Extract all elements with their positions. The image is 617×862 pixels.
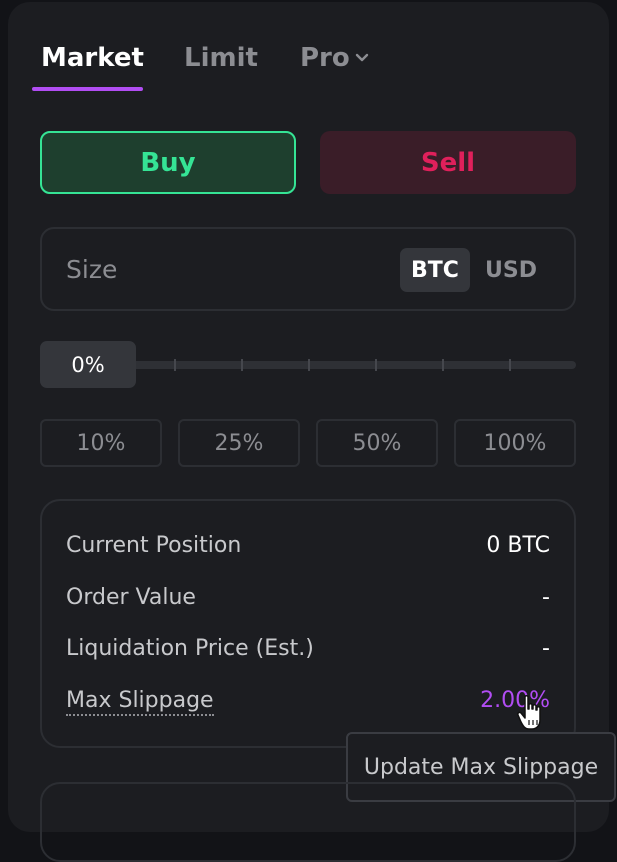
size-placeholder: Size (66, 255, 118, 284)
order-value-label: Order Value (66, 585, 196, 610)
hand-pointer-icon (517, 694, 541, 730)
size-slider-thumb[interactable]: 0% (40, 341, 136, 388)
buy-button[interactable]: Buy (40, 131, 296, 194)
percent-50-button[interactable]: 50% (316, 419, 438, 467)
sell-button[interactable]: Sell (320, 131, 576, 194)
liquidation-price-value: - (542, 636, 550, 661)
current-position-value: 0 BTC (486, 533, 550, 558)
slider-tick (241, 359, 243, 371)
tab-market[interactable]: Market (41, 43, 144, 73)
active-tab-indicator (32, 87, 143, 91)
tab-limit[interactable]: Limit (184, 43, 258, 73)
max-slippage-label-text[interactable]: Max Slippage (66, 688, 214, 716)
order-value-value: - (542, 585, 550, 610)
unit-usd-toggle[interactable]: USD (485, 257, 537, 283)
max-slippage-label[interactable]: Max Slippage (66, 688, 214, 716)
unit-btc-toggle[interactable]: BTC (400, 248, 470, 292)
order-info-box (40, 499, 576, 748)
slider-tick (442, 359, 444, 371)
slider-tick (308, 359, 310, 371)
slider-tick (375, 359, 377, 371)
slider-tick (174, 359, 176, 371)
size-slider-track[interactable] (120, 361, 576, 369)
chevron-down-icon[interactable] (355, 53, 369, 63)
percent-10-button[interactable]: 10% (40, 419, 162, 467)
current-position-label: Current Position (66, 533, 242, 558)
slider-tick (509, 359, 511, 371)
next-section-box (40, 782, 576, 862)
size-input[interactable]: Size BTC USD (40, 227, 576, 311)
percent-100-button[interactable]: 100% (454, 419, 576, 467)
liquidation-price-label: Liquidation Price (Est.) (66, 636, 314, 661)
percent-25-button[interactable]: 25% (178, 419, 300, 467)
tab-pro[interactable]: Pro (300, 43, 350, 73)
